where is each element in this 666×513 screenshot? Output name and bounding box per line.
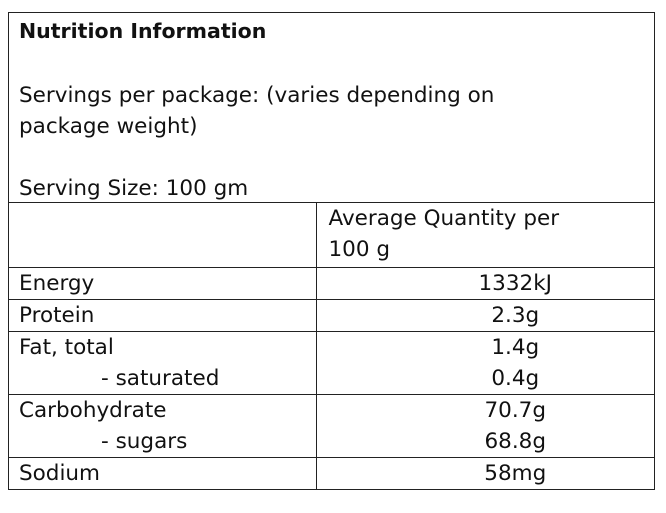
amount-cell: 58mg xyxy=(315,457,654,489)
nutrient-amount: 58mg xyxy=(484,461,547,486)
serving-size: Serving Size: 100 gm xyxy=(19,176,249,201)
column-header-row: Average Quantity per 100 g xyxy=(9,203,654,268)
nutrient-row: Energy 1332kJ xyxy=(9,267,654,300)
nutrient-amount: 2.3g xyxy=(491,303,540,328)
nutrient-amount: 0.4g xyxy=(491,366,540,391)
table-body: Average Quantity per 100 g Energy 1332kJ P… xyxy=(9,203,654,489)
column-header: Average Quantity per 100 g xyxy=(315,203,654,268)
empty-cell xyxy=(9,203,317,268)
nutrient-row: Fat, total - saturated 1.4g 0.4g xyxy=(9,331,654,395)
column-header-line: Average Quantity per xyxy=(328,206,560,231)
servings-line: Servings per package: (varies depending … xyxy=(19,83,495,108)
nutrient-name: Fat, total xyxy=(19,335,114,360)
nutrient-row: Carbohydrate - sugars 70.7g 68.8g xyxy=(9,394,654,458)
column-header-line: 100 g xyxy=(328,237,391,262)
header: Nutrition Information Servings per packa… xyxy=(9,13,654,203)
nutrient-row: Protein 2.3g xyxy=(9,299,654,332)
nutrient-name: - sugars xyxy=(101,429,188,454)
nutrition-panel: Nutrition Information Servings per packa… xyxy=(8,12,655,490)
nutrient-cell: Energy xyxy=(9,267,317,300)
nutrient-cell: Sodium xyxy=(9,457,317,489)
nutrient-name: Protein xyxy=(19,303,95,328)
nutrient-amount: 70.7g xyxy=(484,398,547,423)
nutrient-cell: Protein xyxy=(9,299,317,332)
amount-cell: 2.3g xyxy=(315,299,654,332)
nutrient-cell: Fat, total - saturated xyxy=(9,331,317,395)
nutrition-table: Average Quantity per 100 g Energy 1332kJ P… xyxy=(9,203,654,489)
nutrient-name: Carbohydrate xyxy=(19,398,167,423)
servings-line: package weight) xyxy=(19,114,198,139)
nutrient-name: Energy xyxy=(19,271,95,296)
nutrient-name: - saturated xyxy=(101,366,220,391)
amount-cell: 1332kJ xyxy=(315,267,654,300)
nutrient-row: Sodium 58mg xyxy=(9,457,654,489)
nutrient-amount: 1.4g xyxy=(491,335,540,360)
nutrient-cell: Carbohydrate - sugars xyxy=(9,394,317,458)
nutrient-amount: 68.8g xyxy=(484,429,547,454)
amount-cell: 70.7g 68.8g xyxy=(315,394,654,458)
title: Nutrition Information xyxy=(19,19,267,43)
nutrient-name: Sodium xyxy=(19,461,100,486)
amount-cell: 1.4g 0.4g xyxy=(315,331,654,395)
nutrient-amount: 1332kJ xyxy=(478,271,552,296)
